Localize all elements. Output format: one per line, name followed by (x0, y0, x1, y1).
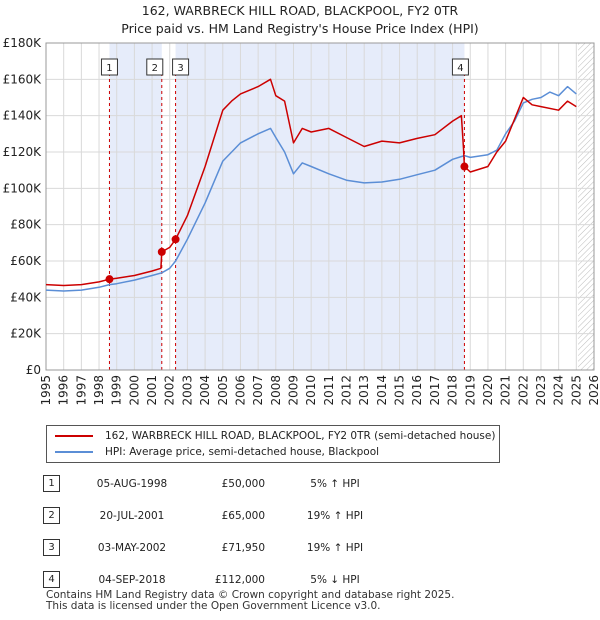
x-tick-label: 1995 (39, 375, 53, 406)
marker-1-box (100, 58, 118, 76)
x-tick-label: 1996 (57, 375, 71, 406)
marker-2-label: 2 (152, 63, 158, 74)
chart-title: 162, WARBRECK HILL ROAD, BLACKPOOL, FY2 … (0, 2, 600, 38)
table-row: 2 20-JUL-2001 £65,000 19% ↑ HPI (43, 507, 463, 527)
y-tick-label: £80K (10, 218, 42, 232)
x-tick-label: 2022 (516, 375, 530, 406)
sale-number-badge: 3 (43, 539, 60, 556)
sale-point-2 (157, 247, 166, 256)
x-tick-label: 2025 (569, 375, 583, 406)
y-tick-label: £140K (3, 109, 43, 123)
price-paid-line (45, 78, 577, 287)
marker-3-label: 3 (177, 63, 183, 74)
table-row: 3 03-MAY-2002 £71,950 19% ↑ HPI (43, 539, 463, 559)
x-tick-label: 2010 (304, 375, 318, 406)
table-row: 1 05-AUG-1998 £50,000 5% ↑ HPI (43, 475, 463, 495)
x-tick-label: 2006 (233, 375, 247, 406)
sale-point-3 (171, 235, 180, 244)
x-tick-label: 1997 (74, 375, 88, 406)
x-tick-label: 2008 (269, 375, 283, 406)
footer-copyright: Contains HM Land Registry data © Crown c… (46, 589, 455, 601)
sale-date: 05-AUG-1998 (96, 478, 168, 490)
x-tick-label: 1998 (92, 375, 106, 406)
shaded-period (109, 43, 162, 370)
marker-4-label: 4 (457, 63, 463, 74)
sale-point-1 (105, 275, 114, 284)
sale-price: £65,000 (221, 510, 265, 522)
y-tick-label: £60K (10, 254, 42, 268)
x-tick-label: 2020 (481, 375, 495, 406)
footer-licence: This data is licensed under the Open Gov… (46, 600, 381, 612)
shaded-period (175, 43, 465, 370)
y-tick-label: £0 (26, 363, 41, 377)
x-tick-label: 2023 (534, 375, 548, 406)
x-tick-label: 2007 (251, 375, 265, 406)
x-tick-label: 2004 (198, 375, 212, 406)
sale-number-badge: 4 (43, 571, 60, 588)
price-chart: £0 £20K £40K £60K £80K £100K £120K £140K £160K £1… (3, 36, 600, 406)
title-line-1: 162, WARBRECK HILL ROAD, BLACKPOOL, FY2 … (141, 3, 459, 18)
plot-frame (45, 42, 595, 371)
sale-price: £50,000 (221, 478, 265, 490)
legend-swatch-price (55, 435, 93, 437)
sale-hpi-diff: 19% ↑ HPI (306, 542, 364, 554)
forecast-hatch (578, 43, 594, 370)
sale-date: 20-JUL-2001 (99, 510, 165, 522)
sale-price: £112,000 (214, 574, 265, 586)
legend-swatch-hpi (55, 451, 93, 453)
y-tick-label: £180K (3, 36, 43, 50)
y-tick-label: £40K (10, 290, 42, 304)
x-tick-label: 2012 (340, 375, 354, 406)
sale-date: 04-SEP-2018 (98, 574, 166, 586)
legend-label-hpi: HPI: Average price, semi-detached house,… (105, 446, 380, 458)
sale-price: £71,950 (221, 542, 265, 554)
x-tick-label: 2018 (446, 375, 460, 406)
marker-4-box (451, 58, 469, 76)
x-tick-label: 2016 (410, 375, 424, 406)
sale-hpi-diff: 5% ↑ HPI (310, 478, 360, 490)
x-tick-label: 2009 (286, 375, 300, 406)
marker-3-box (172, 58, 190, 76)
x-tick-label: 2015 (393, 375, 407, 406)
sale-hpi-diff: 19% ↑ HPI (306, 510, 364, 522)
sale-number-badge: 2 (43, 507, 60, 524)
marker-2-box (146, 58, 164, 76)
y-tick-label: £120K (3, 145, 43, 159)
title-line-2: Price paid vs. HM Land Registry's House … (121, 21, 479, 36)
y-tick-label: £20K (10, 327, 42, 341)
footer: Contains HM Land Registry data © Crown c… (46, 590, 586, 612)
x-tick-label: 2003 (180, 375, 194, 406)
x-tick-label: 2001 (145, 375, 159, 406)
x-tick-label: 2005 (216, 375, 230, 406)
legend-label-price: 162, WARBRECK HILL ROAD, BLACKPOOL, FY2 … (105, 430, 496, 442)
x-tick-label: 2000 (127, 375, 141, 406)
y-tick-label: £160K (3, 72, 43, 86)
x-tick-label: 2013 (357, 375, 371, 406)
x-tick-label: 2021 (499, 375, 513, 406)
x-tick-label: 2026 (587, 375, 600, 406)
marker-1-label: 1 (106, 63, 112, 74)
y-tick-label: £100K (3, 181, 43, 195)
x-tick-label: 2019 (463, 375, 477, 406)
legend: 162, WARBRECK HILL ROAD, BLACKPOOL, FY2 … (46, 425, 500, 463)
x-tick-label: 2024 (552, 375, 566, 406)
x-tick-label: 2014 (375, 375, 389, 406)
x-tick-label: 2017 (428, 375, 442, 406)
table-row: 4 04-SEP-2018 £112,000 5% ↓ HPI (43, 571, 463, 591)
x-tick-label: 1999 (110, 375, 124, 406)
sale-date: 03-MAY-2002 (97, 542, 167, 554)
sale-number-badge: 1 (43, 475, 60, 492)
sale-hpi-diff: 5% ↓ HPI (310, 574, 360, 586)
sale-point-4 (460, 162, 469, 171)
x-tick-label: 2011 (322, 375, 336, 406)
x-tick-label: 2002 (163, 375, 177, 406)
